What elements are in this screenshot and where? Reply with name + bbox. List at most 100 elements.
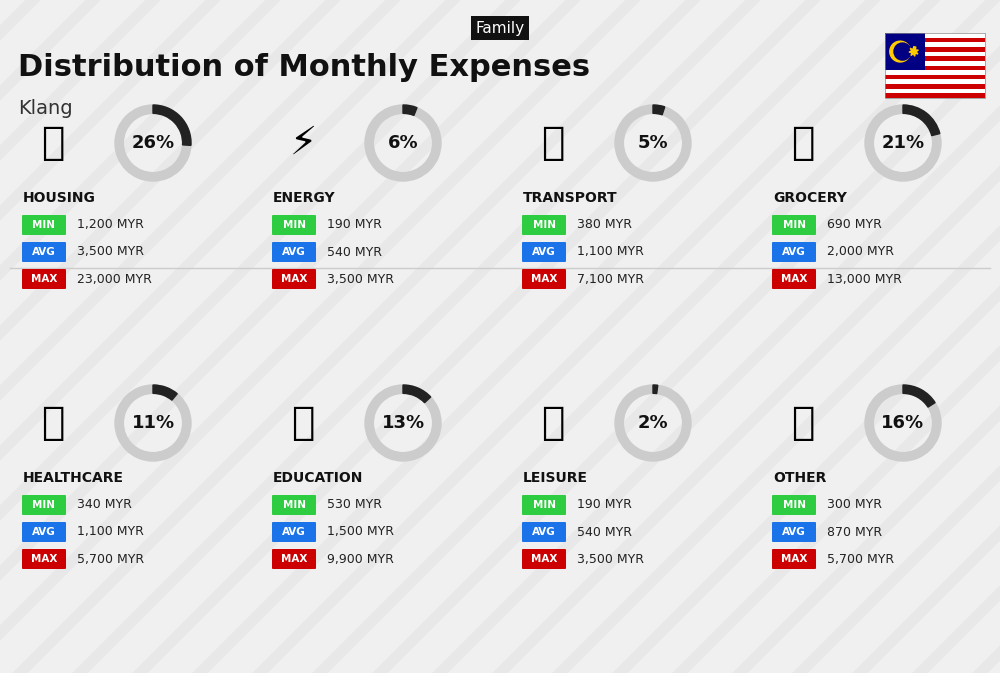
Text: 6%: 6% <box>388 134 418 152</box>
FancyBboxPatch shape <box>522 549 566 569</box>
FancyBboxPatch shape <box>772 549 816 569</box>
Text: 3,500 MYR: 3,500 MYR <box>77 246 144 258</box>
FancyBboxPatch shape <box>885 52 985 57</box>
Text: MIN: MIN <box>532 500 556 510</box>
Wedge shape <box>653 105 665 115</box>
Text: TRANSPORT: TRANSPORT <box>523 191 618 205</box>
Text: 13,000 MYR: 13,000 MYR <box>827 273 902 285</box>
Text: MIN: MIN <box>782 220 806 230</box>
Text: 21%: 21% <box>881 134 925 152</box>
FancyBboxPatch shape <box>272 495 316 515</box>
Wedge shape <box>365 105 441 181</box>
Text: MIN: MIN <box>283 220 306 230</box>
Text: MIN: MIN <box>532 220 556 230</box>
FancyBboxPatch shape <box>272 549 316 569</box>
FancyBboxPatch shape <box>522 269 566 289</box>
FancyBboxPatch shape <box>772 215 816 235</box>
FancyBboxPatch shape <box>885 57 985 61</box>
Text: GROCERY: GROCERY <box>773 191 847 205</box>
Wedge shape <box>115 385 191 461</box>
Text: 13%: 13% <box>381 414 425 432</box>
Text: 2%: 2% <box>638 414 668 432</box>
Text: 1,500 MYR: 1,500 MYR <box>327 526 394 538</box>
Text: Klang: Klang <box>18 98 73 118</box>
Text: 690 MYR: 690 MYR <box>827 219 882 232</box>
Text: 540 MYR: 540 MYR <box>577 526 632 538</box>
FancyBboxPatch shape <box>772 269 816 289</box>
Wedge shape <box>865 105 941 181</box>
Wedge shape <box>653 385 658 394</box>
Text: 🛍: 🛍 <box>541 404 565 442</box>
FancyBboxPatch shape <box>272 242 316 262</box>
FancyBboxPatch shape <box>885 33 985 38</box>
FancyBboxPatch shape <box>885 70 985 75</box>
Text: Family: Family <box>475 20 525 36</box>
Text: MAX: MAX <box>281 554 307 564</box>
Text: 26%: 26% <box>131 134 175 152</box>
Text: MAX: MAX <box>781 554 807 564</box>
Text: AVG: AVG <box>782 527 806 537</box>
Text: 530 MYR: 530 MYR <box>327 499 382 511</box>
Wedge shape <box>115 105 191 181</box>
Text: 🚌: 🚌 <box>541 124 565 162</box>
Text: MAX: MAX <box>531 554 557 564</box>
Circle shape <box>890 41 911 62</box>
FancyBboxPatch shape <box>772 242 816 262</box>
FancyBboxPatch shape <box>22 242 66 262</box>
Text: MIN: MIN <box>283 500 306 510</box>
FancyBboxPatch shape <box>885 75 985 79</box>
Text: AVG: AVG <box>32 247 56 257</box>
FancyBboxPatch shape <box>272 215 316 235</box>
Text: AVG: AVG <box>282 527 306 537</box>
FancyBboxPatch shape <box>522 215 566 235</box>
Text: 870 MYR: 870 MYR <box>827 526 882 538</box>
Text: AVG: AVG <box>32 527 56 537</box>
Text: AVG: AVG <box>532 247 556 257</box>
FancyBboxPatch shape <box>885 94 985 98</box>
Text: HOUSING: HOUSING <box>23 191 96 205</box>
Text: Distribution of Monthly Expenses: Distribution of Monthly Expenses <box>18 53 590 83</box>
FancyBboxPatch shape <box>22 495 66 515</box>
Wedge shape <box>903 385 935 407</box>
FancyBboxPatch shape <box>22 549 66 569</box>
Wedge shape <box>153 105 191 145</box>
Wedge shape <box>153 385 177 400</box>
FancyBboxPatch shape <box>885 84 985 89</box>
FancyBboxPatch shape <box>885 47 985 52</box>
FancyBboxPatch shape <box>522 522 566 542</box>
Text: MIN: MIN <box>32 500 55 510</box>
Text: MIN: MIN <box>782 500 806 510</box>
Text: 190 MYR: 190 MYR <box>577 499 632 511</box>
FancyBboxPatch shape <box>22 215 66 235</box>
Text: 🏥: 🏥 <box>41 404 65 442</box>
Text: 3,500 MYR: 3,500 MYR <box>577 553 644 565</box>
Text: 🏢: 🏢 <box>41 124 65 162</box>
Circle shape <box>894 43 911 60</box>
Text: MAX: MAX <box>31 274 57 284</box>
Text: 2,000 MYR: 2,000 MYR <box>827 246 894 258</box>
Text: 👜: 👜 <box>791 404 815 442</box>
Text: MIN: MIN <box>32 220 55 230</box>
Text: 190 MYR: 190 MYR <box>327 219 382 232</box>
FancyBboxPatch shape <box>885 65 985 70</box>
Text: 380 MYR: 380 MYR <box>577 219 632 232</box>
FancyBboxPatch shape <box>885 42 985 47</box>
Text: ENERGY: ENERGY <box>273 191 336 205</box>
FancyBboxPatch shape <box>272 522 316 542</box>
FancyBboxPatch shape <box>272 269 316 289</box>
FancyBboxPatch shape <box>885 61 985 65</box>
FancyBboxPatch shape <box>885 38 985 42</box>
Text: MAX: MAX <box>281 274 307 284</box>
Wedge shape <box>865 385 941 461</box>
Text: OTHER: OTHER <box>773 471 826 485</box>
Text: 340 MYR: 340 MYR <box>77 499 132 511</box>
Wedge shape <box>365 385 441 461</box>
Text: 9,900 MYR: 9,900 MYR <box>327 553 394 565</box>
Text: 5,700 MYR: 5,700 MYR <box>77 553 144 565</box>
Wedge shape <box>615 105 691 181</box>
FancyBboxPatch shape <box>772 495 816 515</box>
Text: MAX: MAX <box>531 274 557 284</box>
Wedge shape <box>403 105 417 116</box>
Text: 5,700 MYR: 5,700 MYR <box>827 553 894 565</box>
Text: ⚡: ⚡ <box>289 124 317 162</box>
